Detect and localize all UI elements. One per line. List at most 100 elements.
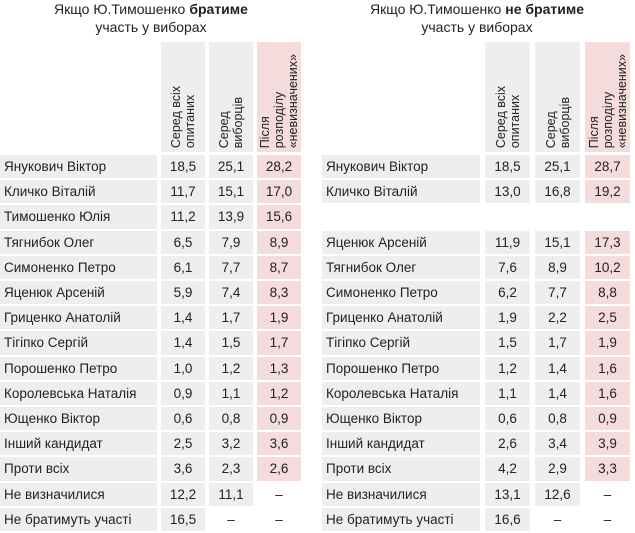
value-cell: 1,2 (209, 356, 253, 380)
value-cell: 16,8 (535, 180, 580, 204)
table-title: Якщо Ю.Тимошенко не братиме участь у вибор… (322, 0, 632, 36)
row-label: Янукович Віктор (322, 155, 480, 179)
value-cell: 16,5 (161, 507, 205, 531)
header-text: Після розподілу «невизначених» (258, 54, 300, 148)
column-header: Серед виборців (535, 42, 580, 152)
value-cell: 0,6 (485, 407, 530, 431)
value-cell: 1,4 (161, 331, 205, 355)
header-line: виборців (557, 96, 572, 148)
row-label: Гриценко Анатолій (322, 306, 480, 330)
row-label: Кличко Віталій (0, 180, 157, 204)
row-label: Гриценко Анатолій (0, 306, 157, 330)
value-cell: 11,1 (209, 482, 253, 506)
value-cell: 0,8 (535, 407, 580, 431)
header-line: розподілу (600, 91, 615, 148)
value-cell: 0,8 (209, 407, 253, 431)
value-cell: 1,7 (209, 306, 253, 330)
table: Якщо Ю.Тимошенко не братиме участь у вибор… (322, 0, 632, 533)
row-label: Тігіпко Сергій (0, 331, 157, 355)
value-cell: 1,1 (485, 381, 530, 405)
value-cell: 1,4 (161, 306, 205, 330)
value-cell: 15,6 (257, 205, 301, 229)
value-cell: 28,2 (257, 155, 301, 179)
value-cell: 7,7 (209, 255, 253, 279)
value-cell: 1,9 (257, 306, 301, 330)
value-cell: – (275, 511, 283, 527)
value-cell: 2,6 (257, 457, 301, 481)
value-cell: 10,2 (585, 255, 630, 279)
value-cell: 1,3 (257, 356, 301, 380)
value-cell: 1,4 (535, 356, 580, 380)
row-label: Тігіпко Сергій (322, 331, 480, 355)
value-cell: 19,2 (585, 180, 630, 204)
row-label: Не братимуть участі (0, 507, 157, 531)
row-label: Симоненко Петро (0, 255, 157, 279)
header-text: Серед всіх опитаних (494, 86, 522, 148)
value-cell: 6,2 (485, 281, 530, 305)
value-cell: 0,6 (161, 407, 205, 431)
value-cell: 8,8 (585, 281, 630, 305)
header-line: опитаних (507, 94, 522, 148)
value-cell: 3,3 (585, 457, 630, 481)
row-label: Не братимуть участі (322, 507, 480, 531)
row-label: Симоненко Петро (322, 281, 480, 305)
value-cell: 1,5 (485, 331, 530, 355)
value-cell: 1,4 (535, 381, 580, 405)
value-cell: 1,9 (485, 306, 530, 330)
row-label: Порошенко Петро (0, 356, 157, 380)
column-header: Після розподілу «невизначених» (585, 42, 630, 152)
header-line: опитаних (183, 94, 197, 148)
title-line2: участь у виборах (421, 19, 533, 35)
title-emphasis: не братиме (505, 1, 585, 17)
row-label: Королевська Наталія (0, 381, 157, 405)
header-text: Серед виборців (217, 97, 245, 148)
value-cell: 1,2 (485, 356, 530, 380)
value-cell: – (275, 486, 283, 502)
value-cell: 7,4 (209, 281, 253, 305)
value-cell: 11,9 (485, 230, 530, 254)
value-cell: – (553, 511, 562, 527)
value-cell: 5,9 (161, 281, 205, 305)
value-cell: 2,5 (585, 306, 630, 330)
row-label: Ющенко Віктор (0, 407, 157, 431)
value-cell: 2,9 (535, 457, 580, 481)
header-line: «невизначених» (614, 53, 629, 148)
row-label: Інший кандидат (322, 432, 480, 456)
row-label: Кличко Віталій (322, 180, 480, 204)
title-prefix: Якщо Ю.Тимошенко (54, 1, 186, 17)
value-cell: – (603, 486, 612, 502)
value-cell: 15,1 (209, 180, 253, 204)
header-line: «невизначених» (286, 53, 300, 148)
value-cell: 6,5 (161, 230, 205, 254)
value-cell: 12,6 (535, 482, 580, 506)
value-cell: 1,5 (209, 331, 253, 355)
title-emphasis: братиме (189, 1, 248, 17)
value-cell: 7,7 (535, 281, 580, 305)
value-cell: 1,7 (257, 331, 301, 355)
value-cell: 4,2 (485, 457, 530, 481)
row-label: Тягнибок Олег (0, 230, 157, 254)
value-cell: 13,0 (485, 180, 530, 204)
header-line: Серед (217, 111, 231, 148)
header-text: Серед всіх опитаних (169, 86, 197, 148)
header-line: розподілу (272, 91, 286, 148)
value-cell: 1,2 (257, 381, 301, 405)
value-cell: 0,9 (257, 407, 301, 431)
header-line: Серед (543, 111, 558, 148)
header-line: Після (586, 115, 601, 148)
value-cell: 25,1 (209, 155, 253, 179)
value-cell: 1,6 (585, 356, 630, 380)
value-cell: 28,7 (585, 155, 630, 179)
value-cell: 8,9 (535, 255, 580, 279)
value-cell: 18,5 (485, 155, 530, 179)
row-label: Яценюк Арсеній (322, 230, 480, 254)
title-line: Якщо Ю.Тимошенко братиме (0, 0, 302, 18)
row-label: Янукович Віктор (0, 155, 157, 179)
row-label: Проти всіх (322, 457, 480, 481)
value-cell: 1,7 (535, 331, 580, 355)
row-label: Не визначилися (322, 482, 480, 506)
value-cell: 1,6 (585, 381, 630, 405)
header-line: Серед всіх (493, 85, 508, 148)
column-header: Серед виборців (209, 42, 253, 152)
